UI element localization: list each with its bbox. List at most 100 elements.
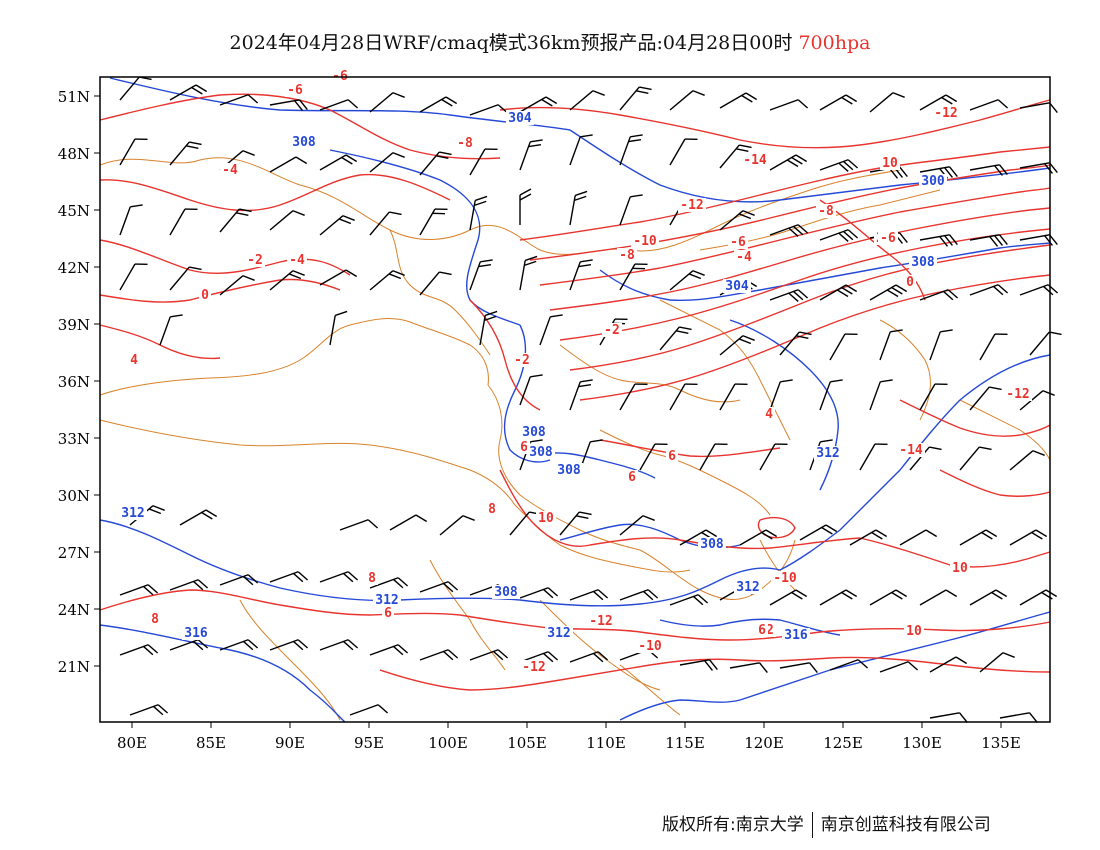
wind-barb	[679, 659, 718, 671]
temperature-label: 0	[201, 288, 209, 303]
temperature-label-bg	[287, 253, 307, 267]
geopotential-line	[519, 567, 781, 607]
wind-barb	[1019, 102, 1058, 114]
wind-barb	[719, 383, 748, 411]
temperature-line	[939, 469, 1051, 497]
wind-barb	[769, 379, 793, 411]
geopotential-label-bg	[373, 593, 401, 607]
wind-barb	[919, 166, 958, 179]
boundary-line	[389, 229, 491, 356]
temperature-label: -4	[289, 253, 305, 268]
wind-barb	[819, 229, 859, 242]
temperature-line	[757, 516, 796, 539]
geopotential-label: 308	[522, 425, 546, 440]
geopotential-label: 312	[375, 593, 398, 608]
lon-label: 115E	[665, 734, 705, 752]
wind-barb	[1019, 284, 1059, 296]
wind-barb	[519, 139, 543, 171]
wind-barb	[269, 99, 308, 111]
lat-label: 45N	[58, 202, 90, 220]
wind-barb	[319, 571, 359, 583]
temperature-label-bg	[455, 136, 475, 150]
geopotential-line	[99, 519, 521, 602]
wind-barb	[929, 656, 968, 673]
wind-barb	[919, 289, 959, 301]
wind-barb	[619, 194, 643, 226]
wind-barb	[469, 259, 493, 291]
wind-barb	[1009, 450, 1045, 471]
wind-barb	[669, 138, 698, 166]
wind-barb	[979, 333, 1008, 361]
lon-label: 85E	[196, 734, 226, 752]
temperature-label: -8	[457, 136, 473, 151]
temperature-line	[99, 278, 341, 303]
wind-barb	[469, 649, 509, 661]
temperature-label: -6	[880, 231, 896, 246]
wind-barb	[319, 215, 355, 236]
geopotential-label-bg	[909, 255, 937, 269]
geopotential-line	[99, 624, 346, 723]
temperature-label: -4	[222, 163, 238, 178]
copyright-footer: 版权所有:南京大学 南京创蓝科技有限公司	[662, 810, 991, 838]
footer-divider	[811, 812, 813, 838]
temperature-label-bg	[904, 624, 924, 638]
geopotential-label-bg	[782, 628, 810, 642]
wind-barb	[769, 224, 809, 237]
geopotential-line	[539, 452, 656, 479]
lat-label: 30N	[58, 487, 90, 505]
wind-barb	[879, 329, 903, 361]
lon-label: 90E	[275, 734, 305, 752]
temperature-label-bg	[904, 275, 916, 289]
wind-barb	[829, 659, 869, 671]
wind-barb	[869, 92, 905, 113]
wind-barb	[479, 310, 498, 346]
wind-barb	[919, 383, 948, 411]
wind-barb	[269, 270, 305, 291]
temperature-label-bg	[149, 612, 161, 626]
wind-barb	[169, 639, 209, 651]
wind-barb	[119, 204, 143, 236]
wind-barb	[719, 335, 755, 356]
temperature-line	[499, 469, 591, 547]
lat-label: 27N	[58, 544, 90, 562]
lat-label: 42N	[58, 259, 90, 277]
wind-barb	[219, 574, 259, 586]
geopotential-label: 304	[725, 279, 749, 294]
temperature-label-bg	[626, 470, 638, 484]
temperature-line	[559, 228, 1051, 341]
lon-label: 100E	[428, 734, 468, 752]
temperature-label: -12	[1006, 387, 1029, 402]
temperature-line	[569, 244, 1051, 371]
temperature-label: -10	[773, 571, 797, 586]
temperature-label: 6	[384, 606, 392, 621]
wind-barb	[659, 326, 692, 351]
temperature-label-bg	[587, 614, 615, 628]
lon-label: 95E	[354, 734, 384, 752]
wind-barb	[769, 589, 808, 606]
wind-barb	[319, 639, 359, 651]
wind-barb	[819, 159, 859, 172]
temperature-label-bg	[897, 443, 925, 457]
temperature-label-bg	[756, 623, 768, 637]
wind-barb	[169, 208, 198, 236]
wind-barb	[419, 151, 452, 176]
wind-barb	[569, 589, 609, 601]
temperature-label: -12	[680, 198, 703, 213]
temperature-contours	[99, 93, 1051, 691]
wind-barb	[569, 134, 593, 166]
temperature-label-bg	[617, 248, 637, 262]
temperature-label: 8	[488, 502, 496, 517]
wind-barb	[269, 639, 309, 651]
wind-barb	[729, 662, 768, 674]
temperature-label: -14	[743, 153, 767, 168]
temperature-line	[99, 173, 451, 212]
temperature-label: -2	[604, 323, 620, 338]
temperature-label-bg	[1004, 387, 1032, 401]
wind-barb	[219, 208, 252, 233]
wind-barb	[869, 284, 908, 301]
lon-label: 80E	[117, 734, 147, 752]
geopotential-label: 308	[557, 463, 581, 478]
boundary-line	[959, 399, 1051, 461]
wind-barb	[269, 571, 309, 583]
wind-barb	[799, 524, 838, 541]
